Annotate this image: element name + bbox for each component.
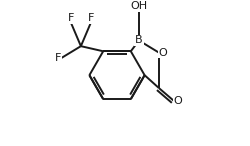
Text: F: F: [54, 53, 61, 63]
Text: OH: OH: [130, 1, 147, 11]
Text: O: O: [158, 48, 167, 58]
Text: F: F: [68, 13, 74, 23]
Text: O: O: [173, 96, 182, 106]
Text: F: F: [87, 13, 94, 23]
Text: B: B: [134, 35, 142, 46]
